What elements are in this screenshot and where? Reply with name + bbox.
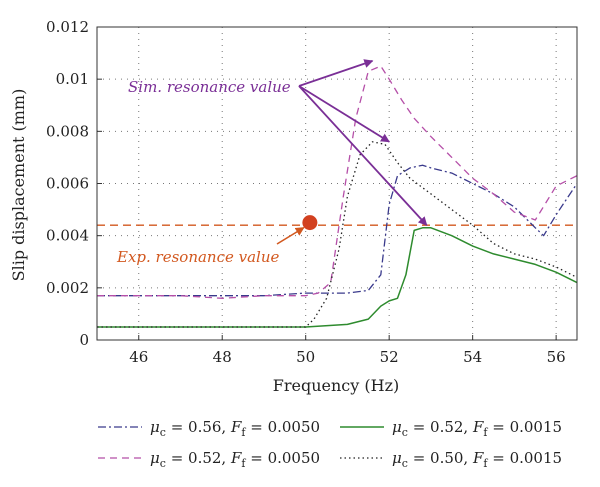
y-tick-label: 0.012 <box>46 18 89 36</box>
x-tick-label: 46 <box>129 348 148 366</box>
legend-label-3: μc = 0.52, Ff = 0.0015 <box>392 418 562 439</box>
series-line-3 <box>97 227 578 328</box>
series-layer <box>97 65 578 328</box>
y-tick-label: 0.008 <box>46 122 89 140</box>
x-tick-label: 48 <box>213 348 232 366</box>
sim-arrow-1 <box>298 59 374 87</box>
tick-layer: 46 48 50 52 54 56 0 0.002 0.004 0.006 0.008 0.01 0.0… <box>46 18 566 366</box>
x-axis-label: Frequency (Hz) <box>273 376 400 395</box>
sim-arrow-2 <box>298 85 390 143</box>
y-tick-label: 0.01 <box>56 70 89 88</box>
y-tick-label: 0 <box>79 331 89 349</box>
exp-resonance-marker <box>302 215 318 231</box>
legend: μc = 0.56, Ff = 0.0050 μc = 0.52, Ff = 0.… <box>98 418 562 470</box>
annotation-layer: Sim. resonance value Exp. resonance value <box>116 59 428 266</box>
legend-label-1: μc = 0.56, Ff = 0.0050 <box>150 418 320 439</box>
y-tick-label: 0.004 <box>46 227 89 245</box>
y-tick-label: 0.002 <box>46 279 89 297</box>
series-line-1 <box>97 164 578 297</box>
sim-arrow-3 <box>298 85 428 226</box>
y-axis-label: Slip displacement (mm) <box>9 89 28 282</box>
exp-resonance-label: Exp. resonance value <box>116 248 280 266</box>
x-tick-label: 54 <box>463 348 482 366</box>
x-tick-label: 50 <box>296 348 315 366</box>
x-tick-label: 56 <box>547 348 566 366</box>
x-tick-label: 52 <box>380 348 399 366</box>
series-line-4 <box>97 141 578 328</box>
legend-label-4: μc = 0.50, Ff = 0.0015 <box>392 449 562 470</box>
legend-label-2: μc = 0.52, Ff = 0.0050 <box>150 449 320 470</box>
sim-resonance-label: Sim. resonance value <box>128 78 291 96</box>
exp-arrow <box>276 226 305 245</box>
y-tick-label: 0.006 <box>46 175 89 193</box>
